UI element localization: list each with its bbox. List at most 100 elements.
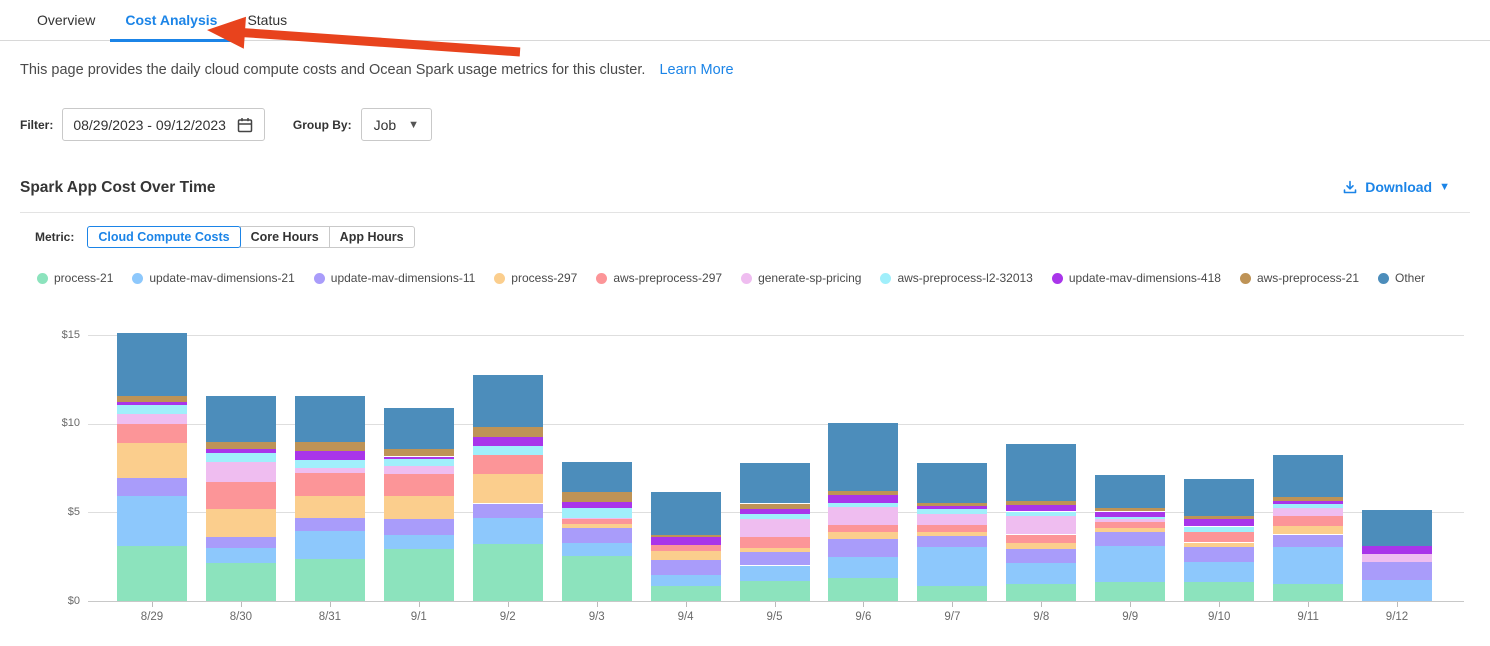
bar-segment-9/5-aws-preprocess-21[interactable] <box>739 503 810 509</box>
group-by-select[interactable]: Job ▼ <box>360 108 433 141</box>
bar-segment-8/31-update-mav-dimensions-418[interactable] <box>294 451 365 461</box>
bar-segment-9/6-aws-preprocess-l2-32013[interactable] <box>828 502 899 507</box>
bar-segment-8/30-aws-preprocess-297[interactable] <box>205 482 276 509</box>
legend-item-update-mav-dimensions-21[interactable]: update-mav-dimensions-21 <box>132 271 295 285</box>
bar-segment-9/11-aws-preprocess-297[interactable] <box>1273 515 1344 526</box>
bar-segment-9/8-update-mav-dimensions-418[interactable] <box>1006 505 1077 512</box>
bar-segment-9/3-other[interactable] <box>561 461 632 492</box>
bar-segment-8/31-process-21[interactable] <box>294 559 365 601</box>
bar-segment-9/6-other[interactable] <box>828 422 899 492</box>
bar-segment-8/29-other[interactable] <box>117 333 187 397</box>
bar-segment-9/2-process-21[interactable] <box>472 544 543 601</box>
bar-segment-9/7-update-mav-dimensions-11[interactable] <box>917 536 988 547</box>
bar-segment-9/8-process-297[interactable] <box>1006 543 1077 549</box>
bar-segment-9/7-generate-sp-pricing[interactable] <box>917 514 988 525</box>
tab-status[interactable]: Status <box>247 12 288 28</box>
download-button[interactable]: Download ▼ <box>1342 179 1450 195</box>
bar-segment-9/10-process-297[interactable] <box>1184 542 1255 547</box>
bar-segment-9/4-process-297[interactable] <box>650 551 721 561</box>
bar-segment-9/8-other[interactable] <box>1006 444 1077 501</box>
bar-segment-9/12-generate-sp-pricing[interactable] <box>1362 554 1432 562</box>
bar-segment-9/2-aws-preprocess-297[interactable] <box>472 454 543 475</box>
bar-segment-9/7-other[interactable] <box>917 462 988 503</box>
bar-segment-9/4-update-mav-dimensions-11[interactable] <box>650 560 721 576</box>
bar-segment-8/31-aws-preprocess-21[interactable] <box>294 442 365 452</box>
bar-segment-9/2-update-mav-dimensions-21[interactable] <box>472 517 543 545</box>
bar-segment-9/9-update-mav-dimensions-21[interactable] <box>1095 546 1166 582</box>
bar-segment-9/9-update-mav-dimensions-11[interactable] <box>1095 531 1166 547</box>
bar-segment-8/31-update-mav-dimensions-21[interactable] <box>294 531 365 560</box>
legend-item-aws-preprocess-21[interactable]: aws-preprocess-21 <box>1239 271 1359 285</box>
bar-segment-9/5-process-297[interactable] <box>739 547 810 553</box>
bar-segment-9/2-update-mav-dimensions-418[interactable] <box>472 437 543 446</box>
legend-item-update-mav-dimensions-11[interactable]: update-mav-dimensions-11 <box>313 271 475 285</box>
bar-segment-9/6-update-mav-dimensions-418[interactable] <box>828 494 899 503</box>
bar-segment-9/12-update-mav-dimensions-418[interactable] <box>1362 546 1432 554</box>
bar-segment-9/10-aws-preprocess-21[interactable] <box>1184 515 1255 520</box>
bar-segment-9/1-process-297[interactable] <box>383 496 454 520</box>
bar-segment-9/10-process-21[interactable] <box>1184 581 1255 601</box>
bar-segment-8/31-update-mav-dimensions-11[interactable] <box>294 517 365 531</box>
bar-segment-9/3-update-mav-dimensions-11[interactable] <box>561 528 632 544</box>
bar-segment-9/4-other[interactable] <box>650 492 721 535</box>
bar-segment-9/9-aws-preprocess-21[interactable] <box>1095 507 1166 512</box>
bar-segment-9/3-process-21[interactable] <box>561 555 632 601</box>
bar-segment-9/3-process-297[interactable] <box>561 523 632 529</box>
bar-segment-9/2-other[interactable] <box>472 374 543 428</box>
bar-segment-9/6-aws-preprocess-297[interactable] <box>828 524 899 532</box>
bar-segment-9/3-update-mav-dimensions-418[interactable] <box>561 501 632 508</box>
legend-item-process-297[interactable]: process-297 <box>494 271 577 285</box>
bar-segment-9/5-update-mav-dimensions-11[interactable] <box>739 552 810 566</box>
bar-segment-8/29-update-mav-dimensions-21[interactable] <box>117 496 187 546</box>
bar-segment-8/30-aws-preprocess-l2-32013[interactable] <box>205 453 276 462</box>
bar-segment-9/10-aws-preprocess-297[interactable] <box>1184 531 1255 543</box>
bar-segment-9/9-process-21[interactable] <box>1095 581 1166 601</box>
bar-segment-9/7-aws-preprocess-297[interactable] <box>917 524 988 532</box>
bar-segment-9/9-other[interactable] <box>1095 475 1166 508</box>
bar-segment-8/29-aws-preprocess-21[interactable] <box>117 396 187 403</box>
bar-segment-9/2-aws-preprocess-21[interactable] <box>472 427 543 437</box>
bar-segment-9/6-update-mav-dimensions-21[interactable] <box>828 556 899 578</box>
bar-segment-9/11-other[interactable] <box>1273 454 1344 498</box>
bar-segment-9/5-process-21[interactable] <box>739 580 810 601</box>
bar-segment-9/3-generate-sp-pricing[interactable] <box>561 517 632 520</box>
bar-segment-9/6-generate-sp-pricing[interactable] <box>828 507 899 525</box>
bar-segment-9/3-aws-preprocess-l2-32013[interactable] <box>561 507 632 518</box>
bar-segment-9/11-update-mav-dimensions-11[interactable] <box>1273 534 1344 547</box>
bar-segment-9/7-aws-preprocess-l2-32013[interactable] <box>917 508 988 515</box>
bar-segment-9/4-process-21[interactable] <box>650 585 721 601</box>
bar-segment-9/4-aws-preprocess-297[interactable] <box>650 545 721 552</box>
bar-segment-9/4-aws-preprocess-21[interactable] <box>650 534 721 538</box>
bar-segment-9/9-aws-preprocess-l2-32013[interactable] <box>1095 516 1166 520</box>
bar-segment-9/1-update-mav-dimensions-11[interactable] <box>383 519 454 536</box>
legend-item-process-21[interactable]: process-21 <box>37 271 113 285</box>
bar-segment-9/12-update-mav-dimensions-11[interactable] <box>1362 562 1432 580</box>
bar-segment-9/3-aws-preprocess-21[interactable] <box>561 492 632 502</box>
bar-segment-9/7-update-mav-dimensions-21[interactable] <box>917 546 988 586</box>
bar-segment-8/29-aws-preprocess-l2-32013[interactable] <box>117 405 187 414</box>
bar-segment-9/5-other[interactable] <box>739 462 810 504</box>
bar-segment-9/9-generate-sp-pricing[interactable] <box>1095 519 1166 523</box>
bar-segment-8/30-update-mav-dimensions-21[interactable] <box>205 547 276 563</box>
bar-segment-9/5-generate-sp-pricing[interactable] <box>739 519 810 538</box>
bar-segment-8/30-update-mav-dimensions-11[interactable] <box>205 537 276 548</box>
bar-segment-9/8-aws-preprocess-297[interactable] <box>1006 534 1077 544</box>
bar-segment-9/9-aws-preprocess-297[interactable] <box>1095 522 1166 529</box>
bar-segment-9/7-update-mav-dimensions-418[interactable] <box>917 506 988 509</box>
bar-segment-9/8-generate-sp-pricing[interactable] <box>1006 515 1077 535</box>
bar-segment-9/12-update-mav-dimensions-21[interactable] <box>1362 579 1432 601</box>
bar-segment-8/30-other[interactable] <box>205 396 276 443</box>
bar-segment-9/10-other[interactable] <box>1184 478 1255 516</box>
bar-segment-8/29-generate-sp-pricing[interactable] <box>117 413 187 424</box>
bar-segment-9/8-update-mav-dimensions-21[interactable] <box>1006 562 1077 585</box>
bar-segment-9/10-update-mav-dimensions-418[interactable] <box>1184 519 1255 527</box>
bar-segment-9/8-aws-preprocess-21[interactable] <box>1006 500 1077 506</box>
bar-segment-9/5-aws-preprocess-297[interactable] <box>739 537 810 548</box>
bar-segment-9/10-update-mav-dimensions-11[interactable] <box>1184 546 1255 562</box>
bar-segment-9/3-update-mav-dimensions-21[interactable] <box>561 543 632 556</box>
bar-segment-9/1-aws-preprocess-l2-32013[interactable] <box>383 459 454 467</box>
bar-segment-9/11-process-297[interactable] <box>1273 525 1344 535</box>
tab-cost-analysis[interactable]: Cost Analysis <box>110 0 233 42</box>
bar-segment-9/1-aws-preprocess-21[interactable] <box>383 449 454 457</box>
bar-segment-9/12-other[interactable] <box>1362 509 1432 546</box>
